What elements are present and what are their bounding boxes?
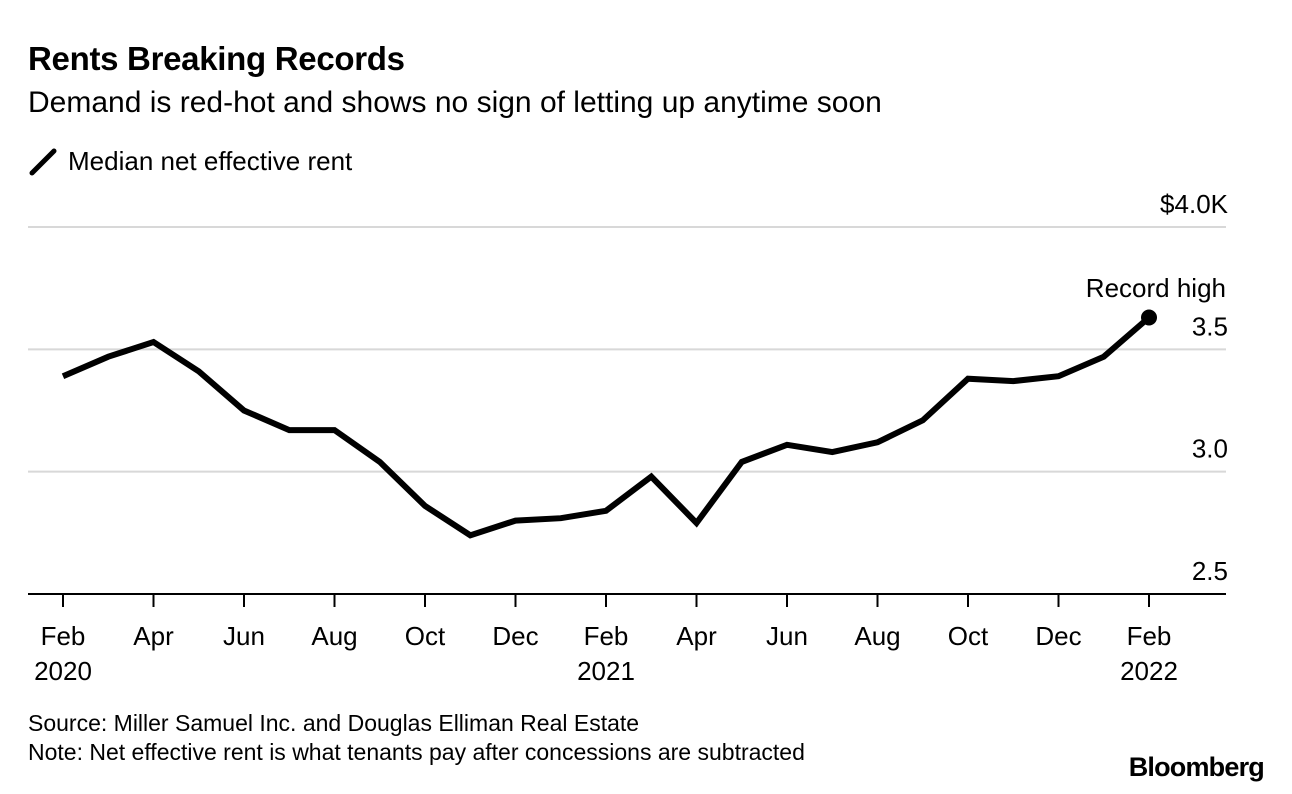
x-tick-label: Aug	[311, 621, 357, 651]
y-tick-label: 2.5	[1192, 556, 1228, 586]
y-tick-label: 3.5	[1192, 311, 1228, 341]
legend-line-icon	[29, 148, 57, 175]
x-tick-label: Feb	[1127, 621, 1172, 651]
x-tick-label: Jun	[766, 621, 808, 651]
chart-title: Rents Breaking Records	[28, 40, 405, 77]
x-tick-label: Apr	[133, 621, 174, 651]
x-tick-year: 2022	[1120, 656, 1178, 686]
x-tick-label: Aug	[854, 621, 900, 651]
legend-label: Median net effective rent	[68, 146, 353, 176]
x-tick-label: Oct	[405, 621, 446, 651]
series-line	[61, 315, 1151, 539]
source-note: Source: Miller Samuel Inc. and Douglas E…	[28, 710, 640, 736]
x-tick-year: 2021	[577, 656, 635, 686]
x-tick-label: Dec	[492, 621, 538, 651]
y-tick-label: 3.0	[1192, 434, 1228, 464]
x-tick-label: Feb	[41, 621, 86, 651]
record-high-marker	[1141, 309, 1157, 326]
x-tick-label: Jun	[223, 621, 265, 651]
x-tick-year: 2020	[34, 656, 92, 686]
x-tick-label: Oct	[948, 621, 989, 651]
bloomberg-logo: Bloomberg	[1128, 752, 1265, 782]
chart-subtitle: Demand is red-hot and shows no sign of l…	[28, 86, 882, 119]
x-tick-label: Dec	[1035, 621, 1081, 651]
x-tick-label: Feb	[584, 621, 629, 651]
x-tick-label: Apr	[676, 621, 717, 651]
footnote: Note: Net effective rent is what tenants…	[28, 739, 805, 765]
legend: Median net effective rent	[28, 146, 352, 177]
record-high-label: Record high	[1086, 273, 1226, 303]
y-tick-label: $4.0K	[1160, 189, 1229, 219]
